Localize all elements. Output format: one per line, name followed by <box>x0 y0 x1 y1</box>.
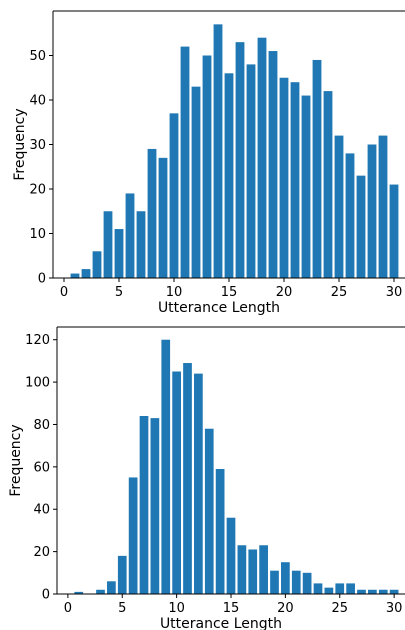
bar-len-13 <box>202 55 212 278</box>
x-tick-label: 15 <box>223 601 240 616</box>
histogram-bottom: 0 5 10 15 20 25 30 0 20 40 60 80 100 120 Utterance Len… <box>8 326 405 630</box>
x-tick-label: 30 <box>386 601 403 616</box>
y-axis-label: Frequency <box>12 108 28 180</box>
bar-len-28 <box>367 144 377 278</box>
bar-len-17 <box>246 64 256 279</box>
x-tick-label: 5 <box>118 601 126 616</box>
x-tick-label: 0 <box>60 285 68 300</box>
bar-len-19 <box>268 51 278 278</box>
bar-len-15 <box>226 517 236 594</box>
x-axis-label: Utterance Length <box>160 616 282 630</box>
x-tick-label: 5 <box>115 285 123 300</box>
bar-len-14 <box>215 468 225 594</box>
y-tick-label: 0 <box>38 272 46 287</box>
bar-len-27 <box>356 175 366 278</box>
x-tick-label: 25 <box>331 601 348 616</box>
x-axis-label: Utterance Length <box>158 300 280 316</box>
x-tick-label: 0 <box>64 601 72 616</box>
bar-len-8 <box>150 418 160 594</box>
x-tick-label: 20 <box>276 285 293 300</box>
bar-len-15 <box>224 73 234 278</box>
bar-len-26 <box>346 583 355 594</box>
bar-len-24 <box>324 587 334 594</box>
histogram-top: 0 5 10 15 20 25 30 0 10 20 30 40 50 Utterance Length F… <box>12 10 405 316</box>
bar-len-23 <box>313 583 323 594</box>
bar-len-29 <box>378 135 388 278</box>
bar-len-21 <box>290 82 300 278</box>
y-axis-label: Frequency <box>8 424 24 496</box>
bar-len-22 <box>301 95 311 278</box>
bar-len-7 <box>139 416 149 594</box>
y-tick-label: 40 <box>33 503 50 518</box>
bar-len-27 <box>357 589 366 594</box>
bar-len-13 <box>204 428 214 594</box>
bar-len-6 <box>125 193 135 278</box>
bar-len-30 <box>389 589 399 594</box>
bar-len-8 <box>147 148 157 278</box>
bar-len-25 <box>335 583 345 594</box>
bar-len-10 <box>172 371 181 594</box>
x-tick-label: 10 <box>166 285 183 300</box>
bar-len-9 <box>161 339 171 594</box>
y-tick-label: 120 <box>25 333 50 348</box>
bar-len-2 <box>81 269 91 278</box>
bar-len-1 <box>70 273 80 278</box>
bar-len-4 <box>103 211 113 278</box>
bar-len-18 <box>259 545 268 594</box>
bar-len-9 <box>158 157 168 278</box>
y-tick-label: 20 <box>29 183 46 198</box>
y-tick-label: 40 <box>29 94 46 109</box>
bar-len-16 <box>237 545 247 594</box>
bar-len-26 <box>345 153 355 278</box>
y-tick-label: 0 <box>42 588 50 603</box>
x-tick-label: 30 <box>386 285 403 300</box>
bar-len-14 <box>213 24 223 278</box>
y-tick-label: 30 <box>29 138 46 153</box>
y-tick-label: 20 <box>33 545 50 560</box>
bar-len-12 <box>194 373 203 594</box>
y-tick-label: 10 <box>29 227 46 242</box>
bar-len-28 <box>368 589 377 594</box>
bar-len-5 <box>117 555 127 594</box>
bar-len-18 <box>257 37 267 279</box>
bar-len-4 <box>107 581 116 594</box>
x-tick-label: 20 <box>277 601 294 616</box>
bar-len-10 <box>169 113 179 278</box>
bar-len-3 <box>92 251 102 278</box>
bar-len-30 <box>389 184 399 278</box>
y-tick-label: 100 <box>25 376 50 391</box>
bar-len-21 <box>291 570 301 594</box>
bar-len-6 <box>128 477 138 594</box>
bar-len-23 <box>312 59 322 279</box>
bar-len-22 <box>302 572 312 594</box>
bar-len-16 <box>235 42 245 279</box>
y-tick-label: 60 <box>33 460 50 475</box>
bar-len-29 <box>378 589 388 594</box>
bar-len-7 <box>136 211 146 278</box>
y-tick-label: 50 <box>29 49 46 64</box>
bar-len-24 <box>323 91 333 278</box>
y-tick-label: 80 <box>33 418 50 433</box>
bar-len-1 <box>74 591 84 594</box>
bar-len-12 <box>191 86 201 279</box>
x-tick-label: 25 <box>331 285 348 300</box>
bar-len-20 <box>281 562 290 594</box>
bar-len-3 <box>96 589 105 594</box>
bar-len-11 <box>180 46 190 278</box>
bar-len-25 <box>334 135 344 278</box>
bar-len-11 <box>183 363 192 594</box>
bar-len-5 <box>114 229 124 278</box>
x-tick-label: 10 <box>168 601 185 616</box>
bar-len-17 <box>248 549 258 594</box>
x-tick-label: 15 <box>221 285 238 300</box>
bar-len-19 <box>270 570 279 594</box>
bar-len-20 <box>279 77 289 278</box>
